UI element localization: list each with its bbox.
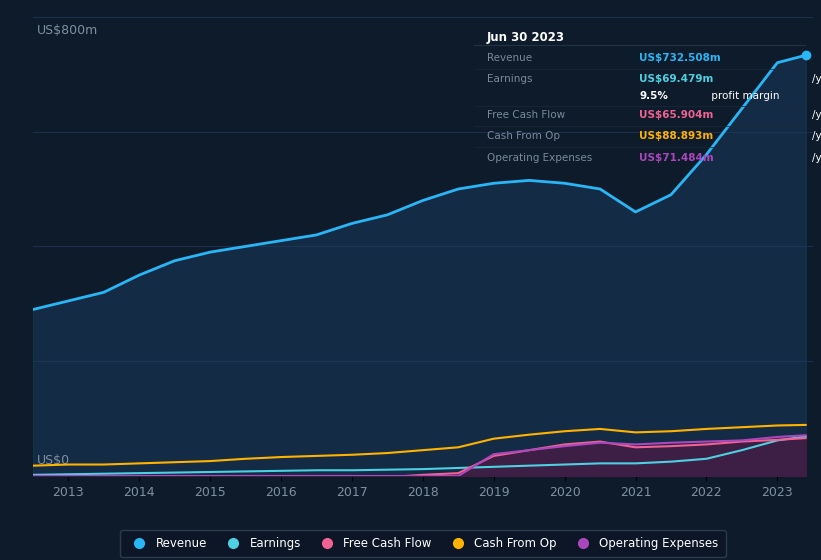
- Text: US$732.508m: US$732.508m: [640, 53, 721, 63]
- Text: 9.5%: 9.5%: [640, 91, 668, 101]
- Text: US$88.893m: US$88.893m: [640, 132, 713, 142]
- Text: Cash From Op: Cash From Op: [487, 132, 560, 142]
- Text: US$800m: US$800m: [37, 24, 98, 37]
- Text: US$71.484m: US$71.484m: [640, 153, 714, 162]
- Text: /yr: /yr: [812, 153, 821, 162]
- Text: Free Cash Flow: Free Cash Flow: [487, 110, 565, 120]
- Text: US$65.904m: US$65.904m: [640, 110, 713, 120]
- Text: US$0: US$0: [37, 454, 70, 467]
- Legend: Revenue, Earnings, Free Cash Flow, Cash From Op, Operating Expenses: Revenue, Earnings, Free Cash Flow, Cash …: [120, 530, 726, 557]
- Text: /yr: /yr: [812, 110, 821, 120]
- Text: Earnings: Earnings: [487, 74, 532, 85]
- Text: Operating Expenses: Operating Expenses: [487, 153, 592, 162]
- Text: Jun 30 2023: Jun 30 2023: [487, 30, 565, 44]
- Text: profit margin: profit margin: [709, 91, 780, 101]
- Text: US$69.479m: US$69.479m: [640, 74, 713, 85]
- Text: Revenue: Revenue: [487, 53, 532, 63]
- Text: /yr: /yr: [812, 132, 821, 142]
- Text: /yr: /yr: [812, 74, 821, 85]
